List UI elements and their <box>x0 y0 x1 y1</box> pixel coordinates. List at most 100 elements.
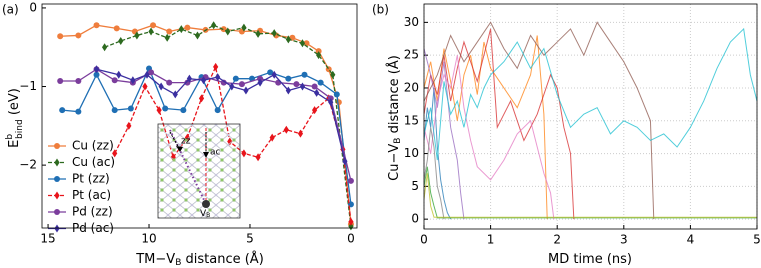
marker <box>335 99 342 106</box>
x-tick-label: 0 <box>420 233 428 247</box>
legend-label: Pd (zz) <box>72 205 113 219</box>
series-line <box>114 64 352 222</box>
marker <box>93 65 100 74</box>
annotation: VB <box>200 209 210 219</box>
series-line <box>424 21 655 220</box>
marker <box>118 36 124 45</box>
series-line <box>424 87 452 220</box>
marker <box>57 78 64 85</box>
marker <box>184 24 191 31</box>
marker <box>238 81 245 88</box>
marker <box>142 82 148 91</box>
marker <box>214 107 221 114</box>
marker <box>200 76 207 85</box>
x-tick-label: 2 <box>553 233 561 247</box>
series-line <box>424 127 445 220</box>
marker <box>130 76 136 85</box>
annotation: zz <box>181 137 191 147</box>
arrowhead <box>203 152 209 158</box>
marker <box>241 149 247 158</box>
marker <box>299 39 306 48</box>
marker <box>269 133 275 142</box>
legend-marker <box>54 176 60 182</box>
inset: zz ac VB <box>157 123 241 219</box>
marker <box>220 79 227 86</box>
marker <box>75 32 82 39</box>
marker <box>257 78 263 87</box>
marker <box>275 79 282 86</box>
y-tick-label: −1 <box>19 79 37 93</box>
vacancy <box>202 200 210 208</box>
annotation: ac <box>210 148 221 158</box>
marker <box>348 222 354 231</box>
marker <box>134 31 140 40</box>
marker <box>112 149 118 158</box>
marker <box>101 43 108 52</box>
marker <box>347 177 354 184</box>
marker <box>328 98 334 107</box>
marker <box>285 35 291 44</box>
marker <box>194 31 201 40</box>
series-line <box>424 166 757 219</box>
marker <box>57 33 64 40</box>
marker <box>166 28 173 35</box>
legend-marker <box>54 143 60 149</box>
marker <box>186 74 193 83</box>
legend-marker <box>54 191 60 200</box>
x-tick-label: 5 <box>753 233 761 247</box>
marker <box>93 71 100 78</box>
x-tick-label: 0 <box>347 232 355 246</box>
marker <box>126 121 132 130</box>
marker <box>255 153 261 162</box>
marker <box>116 70 122 79</box>
marker <box>314 88 320 97</box>
legend-label: Pt (ac) <box>72 188 111 202</box>
marker <box>150 22 157 29</box>
y-tick-label: −2 <box>19 158 37 172</box>
marker <box>213 62 219 71</box>
marker <box>299 82 306 91</box>
marker <box>311 106 318 115</box>
marker <box>285 75 292 82</box>
marker <box>148 27 154 36</box>
series-line <box>424 55 555 220</box>
marker <box>180 107 187 114</box>
marker <box>316 51 322 60</box>
marker <box>317 79 324 86</box>
axes-frame <box>423 3 758 230</box>
y-axis-label: Ebbind (eV) <box>5 88 25 148</box>
legend-marker <box>54 158 60 167</box>
x-axis-label: TM−VB distance (Å) <box>135 251 264 268</box>
marker <box>293 81 300 88</box>
marker <box>243 86 249 95</box>
series-line <box>96 68 346 162</box>
y-tick-label: 25 <box>404 48 419 62</box>
marker <box>111 107 118 114</box>
arrowhead <box>176 146 183 152</box>
marker <box>283 125 289 134</box>
y-tick-label: 0 <box>29 0 37 14</box>
legend-label: Pt (zz) <box>72 172 110 186</box>
y-tick-label: 30 <box>404 15 419 29</box>
x-tick-label: 5 <box>246 232 254 246</box>
legend-marker <box>54 224 60 233</box>
marker <box>342 157 348 166</box>
marker <box>330 70 336 79</box>
y-tick-label: 10 <box>404 146 419 160</box>
x-tick-label: 1 <box>487 233 495 247</box>
marker <box>162 105 169 112</box>
marker <box>164 33 170 42</box>
x-axis-label: MD time (ns) <box>548 252 632 267</box>
panel-label: (a) <box>2 3 19 17</box>
marker <box>166 79 173 86</box>
marker <box>271 29 277 38</box>
panel-label: (b) <box>372 3 389 17</box>
zz-path <box>169 129 207 205</box>
marker <box>148 69 155 76</box>
series-line <box>424 27 757 161</box>
marker <box>255 29 261 38</box>
marker <box>229 82 235 91</box>
y-tick-label: 5 <box>411 179 419 193</box>
marker <box>178 25 184 34</box>
